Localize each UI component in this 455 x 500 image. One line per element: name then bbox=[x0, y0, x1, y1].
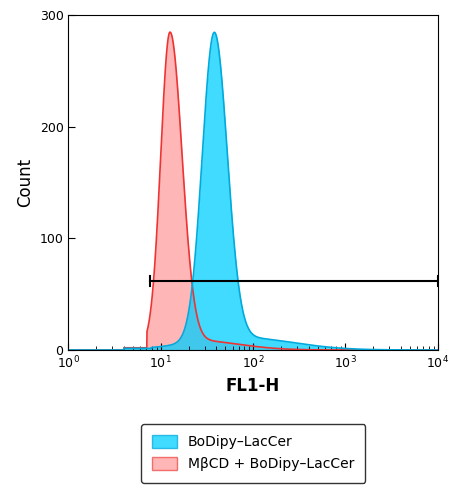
Y-axis label: Count: Count bbox=[16, 158, 34, 207]
X-axis label: FL1-H: FL1-H bbox=[226, 377, 279, 395]
Legend: BoDipy–LacCer, MβCD + BoDipy–LacCer: BoDipy–LacCer, MβCD + BoDipy–LacCer bbox=[141, 424, 364, 482]
